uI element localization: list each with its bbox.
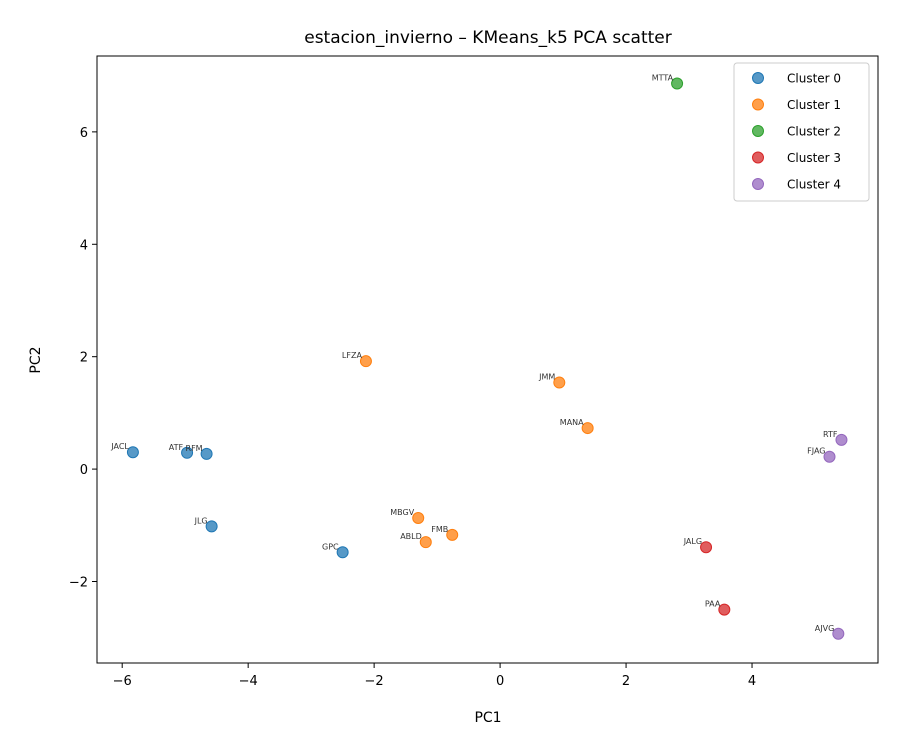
scatter-point [336, 546, 349, 559]
scatter-point [835, 433, 848, 446]
point-label: MBGV [390, 508, 414, 517]
y-tick-label: 4 [80, 238, 88, 253]
scatter-point [205, 520, 218, 533]
scatter-point [553, 376, 566, 389]
point-label: MANA [560, 418, 584, 427]
scatter-point [671, 77, 684, 90]
plot-frame [96, 55, 879, 664]
scatter-point [718, 603, 731, 616]
scatter-point [581, 422, 594, 435]
point-label: JALG [683, 537, 702, 546]
x-tick-label: 0 [496, 674, 504, 689]
point-label: ABLD [400, 532, 422, 541]
scatter-point [359, 355, 372, 368]
y-tick-label: −2 [69, 576, 88, 591]
scatter-point [832, 627, 845, 640]
scatter-points [126, 77, 848, 640]
x-tick-label: −6 [113, 674, 132, 689]
legend-label: Cluster 1 [787, 98, 841, 112]
x-tick-label: 4 [748, 674, 756, 689]
legend-marker [752, 178, 764, 190]
point-labels: JACL ATF RFM JLG GPC LFZA JMM MANA MBGV ABLD FMB MT… [110, 74, 838, 633]
legend-label: Cluster 0 [787, 72, 841, 86]
x-axis-label: PC1 [474, 710, 501, 726]
scatter-point [126, 446, 139, 459]
y-tick-label: 0 [80, 463, 88, 478]
legend-marker [752, 151, 764, 164]
x-tick-label: 2 [622, 674, 630, 689]
point-label: RTF [823, 430, 838, 439]
scatter-point [419, 536, 432, 549]
axis-ticks: −6 −4 −2 0 2 4 −2 0 2 4 6 [69, 126, 756, 689]
scatter-point [823, 450, 836, 463]
point-label: MTTA [652, 74, 674, 83]
legend-marker [752, 125, 764, 137]
x-tick-label: −2 [365, 674, 384, 689]
scatter-point [412, 511, 425, 524]
point-label: RFM [186, 444, 203, 453]
x-tick-label: −4 [239, 674, 258, 689]
point-label: LFZA [342, 351, 363, 360]
scatter-point [700, 541, 713, 554]
point-label: FJAG [807, 447, 825, 456]
point-label: JACL [110, 442, 129, 451]
y-tick-label: 6 [80, 126, 88, 141]
point-label: ATF [169, 443, 184, 452]
legend-marker [752, 72, 764, 84]
legend-label: Cluster 2 [787, 125, 841, 139]
y-tick-label: 2 [80, 351, 88, 366]
scatter-point [181, 446, 194, 459]
point-label: FMB [431, 525, 448, 534]
legend-box [733, 62, 870, 202]
legend-marker [752, 98, 764, 111]
point-label: AJVG [815, 624, 835, 633]
point-label: GPC [322, 542, 339, 551]
legend: Cluster 0 Cluster 1 Cluster 2 Cluster 3 Clus… [733, 62, 870, 202]
legend-label: Cluster 4 [787, 178, 841, 192]
point-label: PAA [705, 600, 721, 609]
scatter-point [200, 447, 213, 460]
scatter-point [446, 528, 459, 541]
y-axis-label: PC2 [28, 346, 44, 373]
point-label: JLG [194, 516, 208, 525]
legend-label: Cluster 3 [787, 151, 841, 165]
point-label: JMM [538, 373, 555, 382]
chart-title: estacion_invierno – KMeans_k5 PCA scatte… [304, 28, 672, 48]
